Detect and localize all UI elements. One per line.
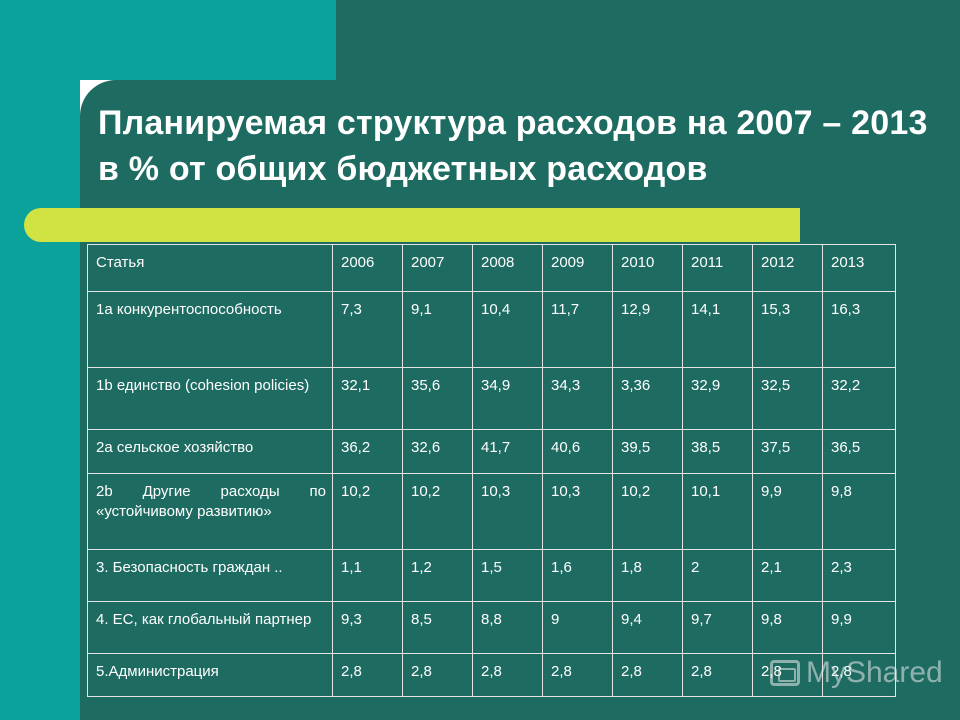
table-cell: 2,1	[752, 549, 823, 602]
accent-block	[0, 0, 336, 80]
table-cell: 1,2	[402, 549, 473, 602]
header-cell: 2013	[822, 244, 896, 292]
table-cell: 2,3	[822, 549, 896, 602]
table-cell: 1,8	[612, 549, 683, 602]
row-label: 1b единство (cohesion policies)	[87, 367, 333, 430]
table-cell: 11,7	[542, 291, 613, 368]
row-label: 2b Другие расходы по «устойчивому развит…	[87, 473, 333, 550]
top-dark-band	[336, 0, 960, 80]
table-cell: 1,5	[472, 549, 543, 602]
table-row: 4. ЕС, как глобальный партнер 9,3 8,5 8,…	[87, 601, 896, 654]
table-cell: 37,5	[752, 429, 823, 474]
row-label: 1а конкурентоспособность	[87, 291, 333, 368]
table-header-row: Статья 2006 2007 2008 2009 2010 2011 201…	[87, 244, 896, 292]
table-row: 2а сельское хозяйство 36,2 32,6 41,7 40,…	[87, 429, 896, 474]
header-cell: Статья	[87, 244, 333, 292]
table-cell: 35,6	[402, 367, 473, 430]
table-row: 2b Другие расходы по «устойчивому развит…	[87, 473, 896, 550]
table-cell: 9,8	[752, 601, 823, 654]
table-cell: 10,2	[612, 473, 683, 550]
watermark-text: MyShared	[806, 656, 943, 689]
table-row: 1а конкурентоспособность 7,3 9,1 10,4 11…	[87, 291, 896, 368]
budget-table: Статья 2006 2007 2008 2009 2010 2011 201…	[87, 244, 896, 697]
table-cell: 1,6	[542, 549, 613, 602]
table-cell: 32,5	[752, 367, 823, 430]
row-label: 4. ЕС, как глобальный партнер	[87, 601, 333, 654]
table-cell: 1,1	[332, 549, 403, 602]
table-cell: 10,2	[332, 473, 403, 550]
row-label: 2а сельское хозяйство	[87, 429, 333, 474]
presentation-icon	[770, 660, 800, 686]
table-row: 5.Администрация 2,8 2,8 2,8 2,8 2,8 2,8 …	[87, 653, 896, 697]
table-cell: 9,9	[822, 601, 896, 654]
header-cell: 2006	[332, 244, 403, 292]
table-cell: 38,5	[682, 429, 753, 474]
table-cell: 2,8	[542, 653, 613, 697]
left-accent-band	[0, 80, 80, 720]
table-cell: 10,4	[472, 291, 543, 368]
header-cell: 2008	[472, 244, 543, 292]
table-cell: 2,8	[472, 653, 543, 697]
title-underline-bar	[24, 208, 800, 242]
table-row: 1b единство (cohesion policies) 32,1 35,…	[87, 367, 896, 430]
table-cell: 32,6	[402, 429, 473, 474]
table-cell: 14,1	[682, 291, 753, 368]
watermark: MyShared	[770, 656, 943, 690]
table-cell: 8,5	[402, 601, 473, 654]
table-cell: 10,3	[542, 473, 613, 550]
table-cell: 10,3	[472, 473, 543, 550]
table-cell: 32,2	[822, 367, 896, 430]
table-cell: 9,1	[402, 291, 473, 368]
table-cell: 2,8	[822, 653, 896, 697]
table-cell: 40,6	[542, 429, 613, 474]
table-cell: 39,5	[612, 429, 683, 474]
table-cell: 8,8	[472, 601, 543, 654]
table-cell: 41,7	[472, 429, 543, 474]
table-cell: 10,2	[402, 473, 473, 550]
table-cell: 9,7	[682, 601, 753, 654]
table-cell: 9,3	[332, 601, 403, 654]
slide-title: Планируемая структура расходов на 2007 –…	[98, 104, 928, 188]
table-cell: 2,8	[682, 653, 753, 697]
table-cell: 2	[682, 549, 753, 602]
table-cell: 9,4	[612, 601, 683, 654]
table-cell: 9,8	[822, 473, 896, 550]
table-cell: 12,9	[612, 291, 683, 368]
table-cell: 7,3	[332, 291, 403, 368]
table-cell: 3,36	[612, 367, 683, 430]
table-cell: 16,3	[822, 291, 896, 368]
table-cell: 2,8	[402, 653, 473, 697]
table-cell: 34,9	[472, 367, 543, 430]
header-cell: 2012	[752, 244, 823, 292]
table-cell: 9	[542, 601, 613, 654]
table-cell: 10,1	[682, 473, 753, 550]
table-cell: 32,1	[332, 367, 403, 430]
table-cell: 34,3	[542, 367, 613, 430]
table-cell: 9,9	[752, 473, 823, 550]
row-label: 3. Безопасность граждан ..	[87, 549, 333, 602]
table-cell: 15,3	[752, 291, 823, 368]
table-cell: 2,8	[332, 653, 403, 697]
header-cell: 2007	[402, 244, 473, 292]
table-cell: 36,2	[332, 429, 403, 474]
row-label: 5.Администрация	[87, 653, 333, 697]
header-cell: 2009	[542, 244, 613, 292]
header-cell: 2010	[612, 244, 683, 292]
table-cell: 32,9	[682, 367, 753, 430]
table-cell: 36,5	[822, 429, 896, 474]
table-row: 3. Безопасность граждан .. 1,1 1,2 1,5 1…	[87, 549, 896, 602]
table-cell: 2,8	[612, 653, 683, 697]
header-cell: 2011	[682, 244, 753, 292]
